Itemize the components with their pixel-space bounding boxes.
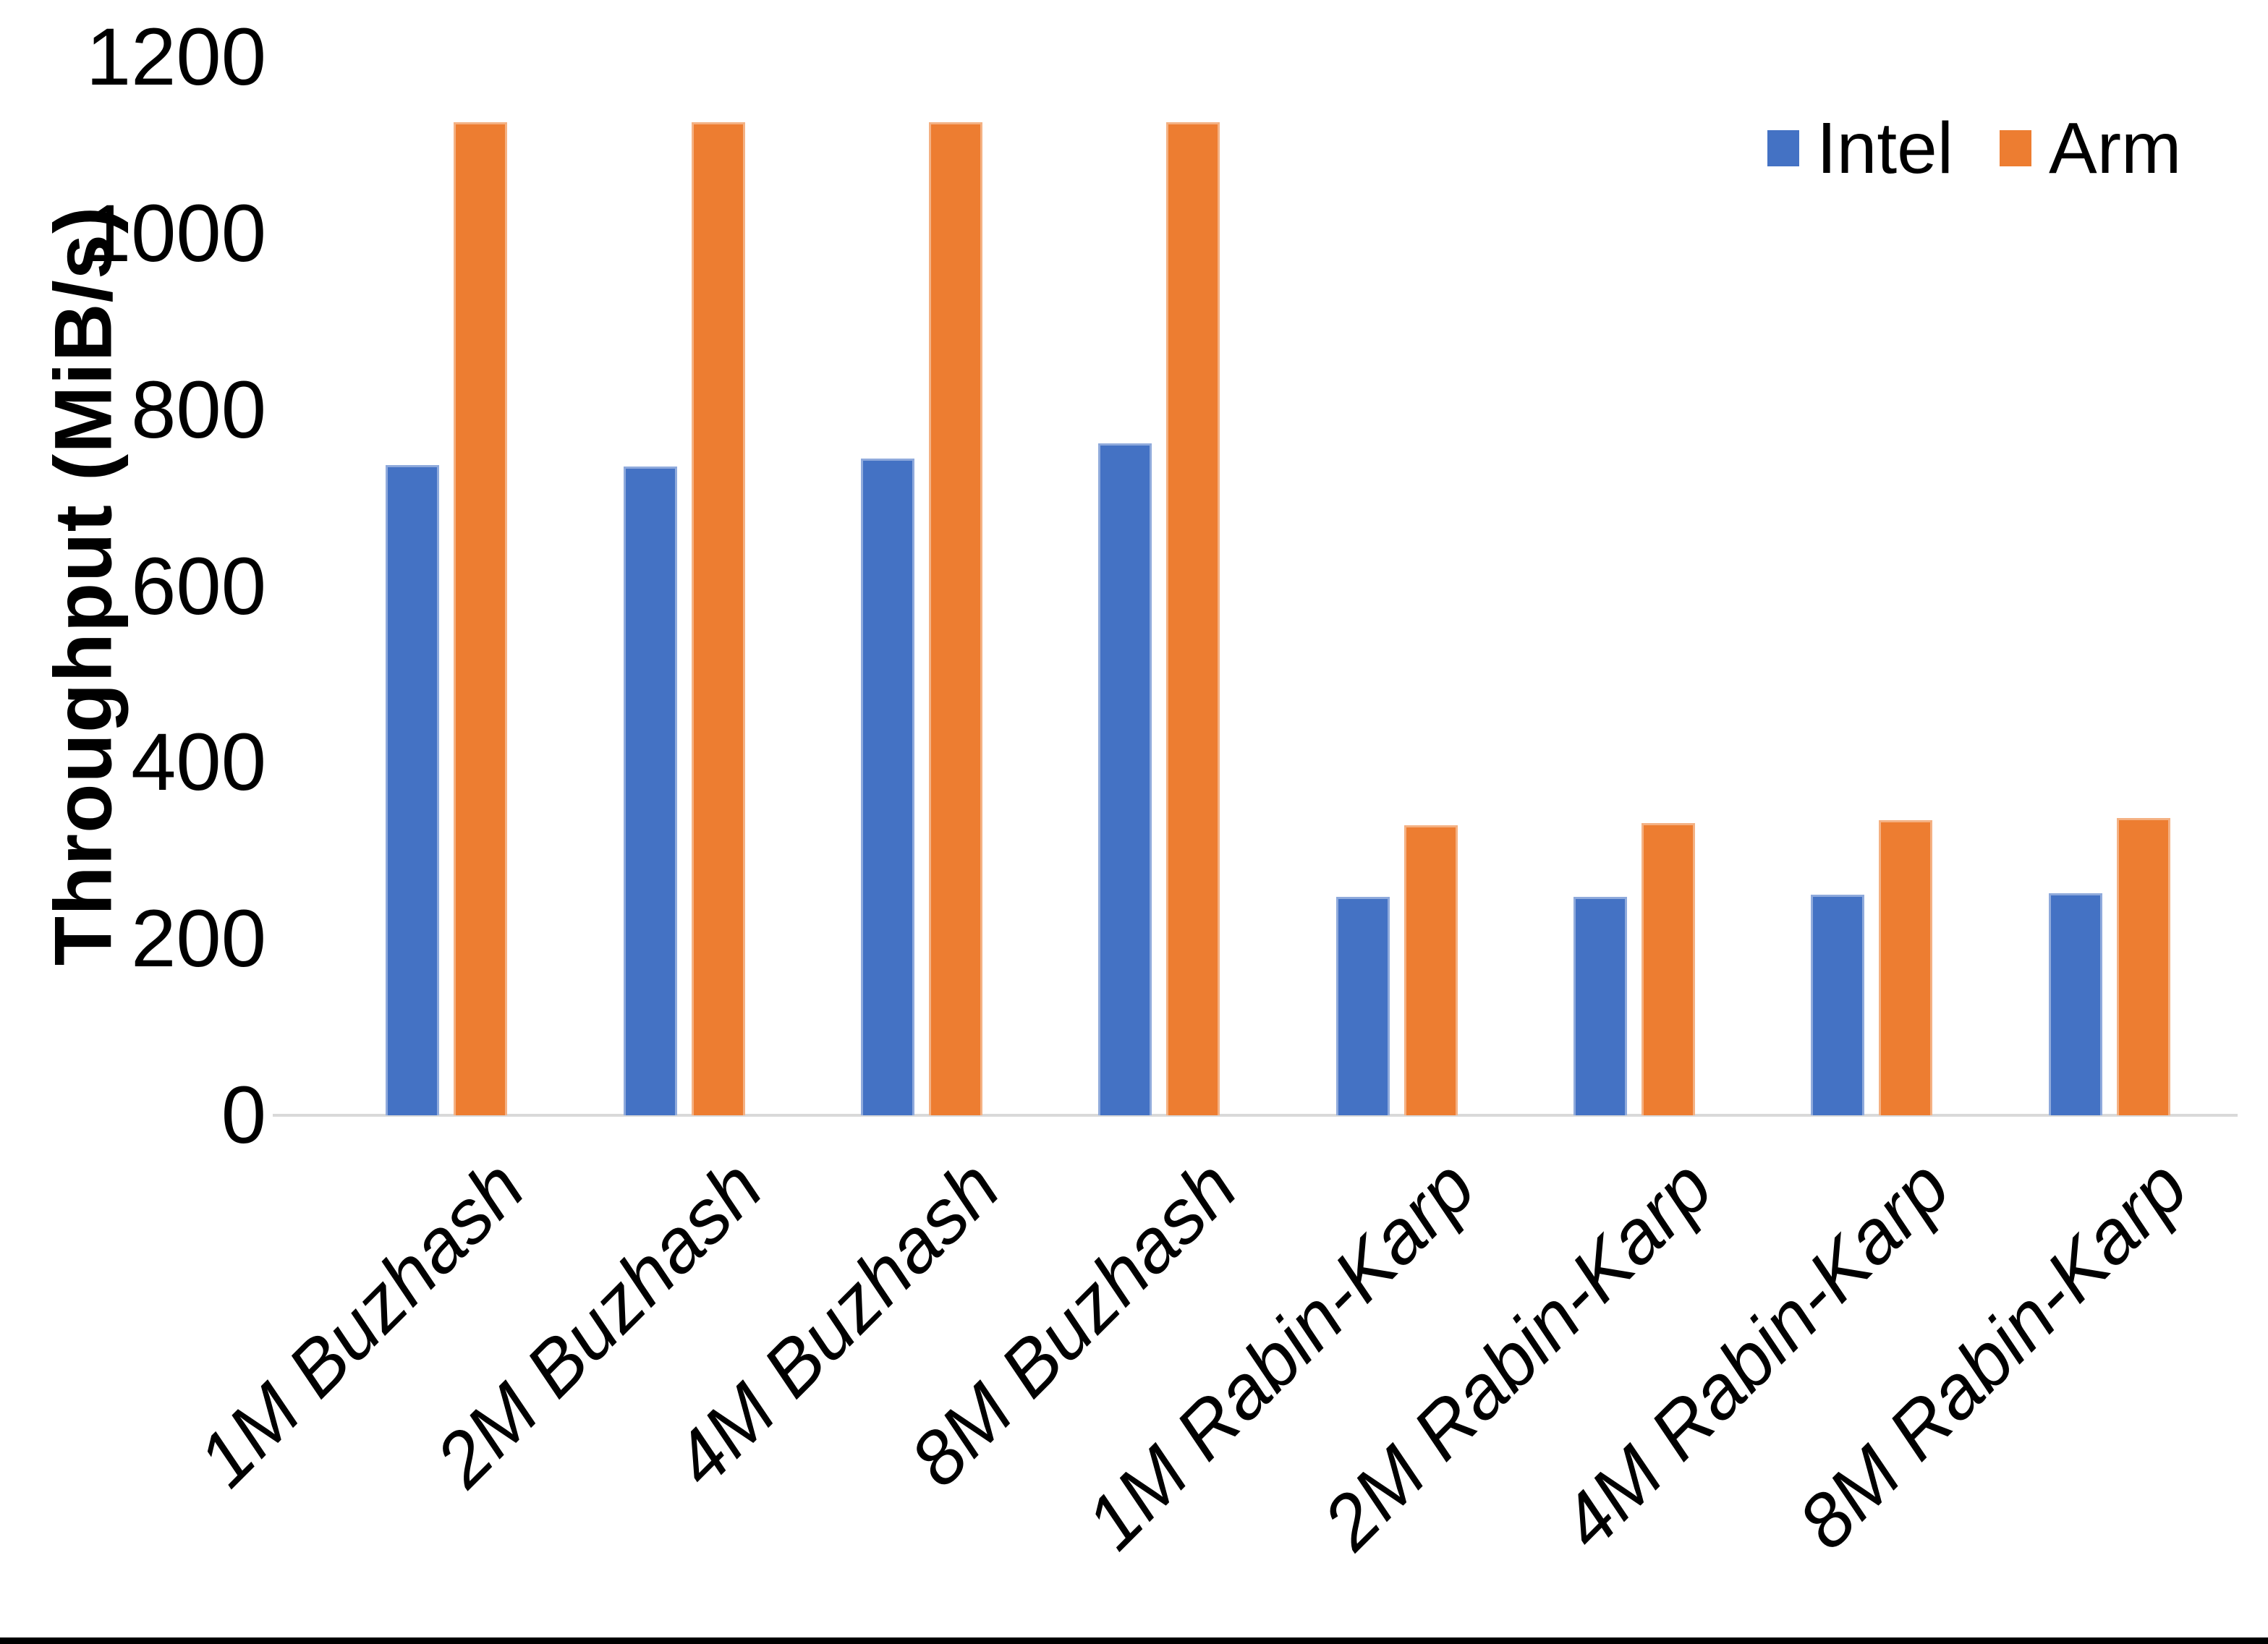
y-tick-label: 200 [131,893,266,984]
bar-arm-2 [691,122,745,1115]
bar-intel-8 [2048,893,2102,1115]
bar-arm-3 [928,122,982,1115]
bar-arm-1 [454,122,508,1115]
y-tick-label: 0 [221,1070,266,1160]
y-tick-label: 1000 [85,187,266,278]
y-tick-label: 600 [131,540,266,631]
y-tick-label: 400 [131,717,266,808]
bar-intel-7 [1811,895,1865,1115]
bar-arm-7 [1879,819,1933,1115]
legend: Intel Arm [1767,108,2227,188]
y-tick-label: 1200 [85,12,266,102]
legend-item-intel: Intel [1767,108,1953,188]
bar-intel-3 [860,458,914,1115]
x-axis-line [273,1114,2238,1117]
legend-swatch-intel [1767,130,1799,166]
legend-swatch-arm [2000,130,2032,166]
bar-intel-1 [386,465,440,1115]
bar-intel-2 [623,466,677,1115]
legend-label: Arm [2049,108,2182,189]
bar-arm-8 [2116,818,2170,1115]
bar-intel-5 [1335,896,1390,1115]
legend-label: Intel [1817,108,1954,189]
y-tick-label: 800 [131,364,266,455]
bar-intel-6 [1573,896,1628,1115]
bar-arm-6 [1641,823,1696,1115]
bar-arm-5 [1403,825,1458,1115]
bar-intel-4 [1098,443,1152,1115]
bar-arm-4 [1166,122,1220,1115]
legend-item-arm: Arm [2000,108,2181,188]
bottom-border [0,1637,2268,1644]
